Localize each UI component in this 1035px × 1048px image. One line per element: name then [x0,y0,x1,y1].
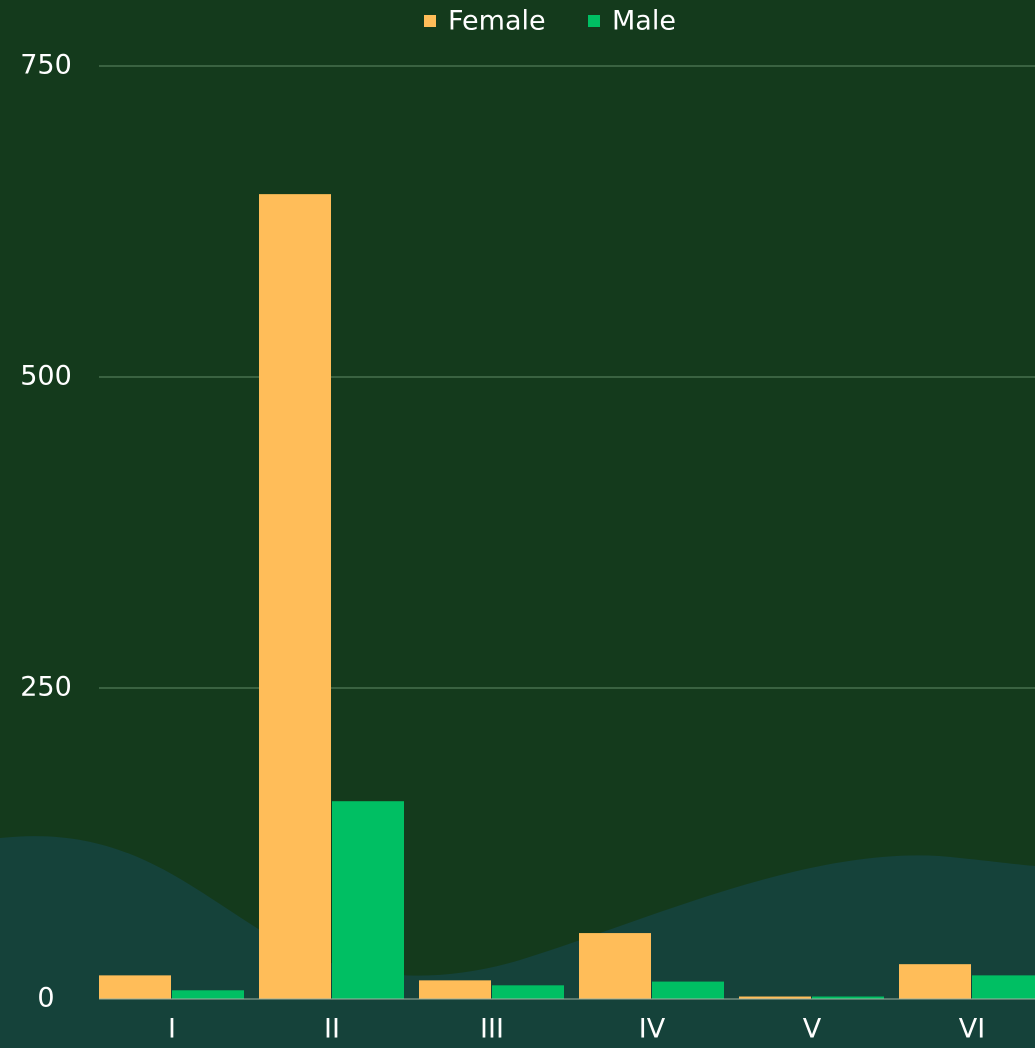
x-tick-label: VI [959,1014,985,1045]
bar [172,990,244,999]
bar [332,801,404,999]
bar [579,933,651,999]
bar [99,975,171,999]
legend-swatch [424,15,436,27]
legend-label: Male [612,6,676,37]
y-tick-label: 750 [20,50,72,81]
bar [492,985,564,999]
bar [259,194,331,999]
bar [899,964,971,999]
bar [812,996,884,999]
x-tick-label: I [168,1014,176,1045]
x-tick-label: V [803,1014,822,1045]
legend-label: Female [448,6,546,37]
y-tick-label: 250 [20,672,72,703]
bar [739,996,811,999]
x-tick-label: III [480,1014,504,1045]
y-tick-label: 0 [37,983,54,1014]
x-tick-label: IV [639,1014,666,1045]
y-tick-label: 500 [20,361,72,392]
background-wave [0,836,1035,1048]
legend-swatch [588,15,600,27]
x-tick-label: II [324,1014,340,1045]
bar [652,981,724,999]
bar [419,980,491,999]
bar [972,975,1035,999]
